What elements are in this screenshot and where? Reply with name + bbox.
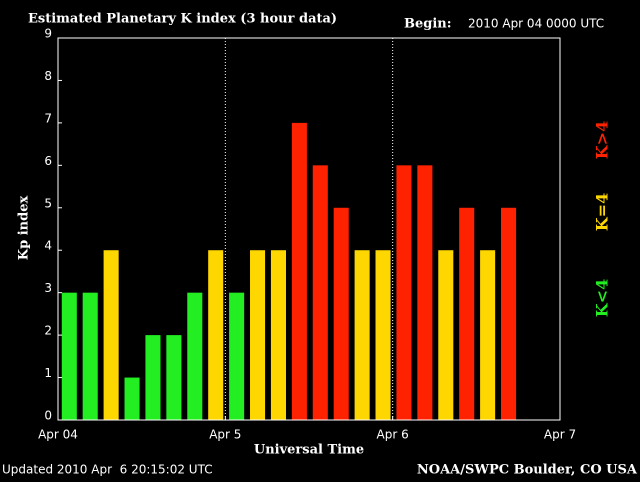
begin-label: Begin:: [404, 17, 452, 32]
y-tick-label: 4: [44, 239, 52, 253]
y-tick-label: 2: [44, 324, 52, 338]
bar: [250, 250, 266, 420]
bar: [354, 250, 370, 420]
x-tick-label: Apr 6: [377, 428, 409, 442]
bar: [459, 207, 475, 420]
bar: [270, 250, 286, 420]
x-tick-label: Apr 5: [209, 428, 241, 442]
bar: [145, 335, 161, 420]
begin-date: 2010 Apr 04 0000 UTC: [468, 17, 604, 31]
legend-entry: K<4: [593, 279, 612, 317]
chart-title: Estimated Planetary K index (3 hour data…: [28, 12, 337, 27]
x-tick-label: Apr 7: [544, 428, 576, 442]
bar: [61, 292, 77, 420]
bar: [103, 250, 119, 420]
x-tick-label: Apr 04: [38, 428, 78, 442]
y-tick-label: 9: [44, 27, 52, 41]
bar: [208, 250, 224, 420]
bar: [417, 165, 433, 420]
bar: [375, 250, 391, 420]
updated: Updated 2010 Apr 6 20:15:02 UTC: [2, 463, 213, 477]
y-tick-label: 1: [44, 366, 52, 380]
y-tick-label: 5: [44, 196, 52, 210]
y-tick-label: 7: [44, 111, 52, 125]
y-tick-label: 8: [44, 69, 52, 83]
bar: [82, 292, 98, 420]
bar: [291, 122, 307, 420]
y-tick-label: 6: [44, 154, 52, 168]
y-tick-label: 3: [44, 281, 52, 295]
bar: [166, 335, 182, 420]
bar: [438, 250, 454, 420]
y-axis-label: Kp index: [17, 196, 32, 261]
bar: [333, 207, 349, 420]
plot: [61, 38, 517, 420]
source: NOAA/SWPC Boulder, CO USA: [417, 463, 638, 478]
bar: [480, 250, 496, 420]
bar: [501, 207, 517, 420]
axis-frame: [57, 37, 561, 421]
legend-entry: K=4: [593, 193, 612, 231]
bar: [396, 165, 412, 420]
bar: [187, 292, 203, 420]
x-axis-label: Universal Time: [254, 443, 364, 458]
bar: [312, 165, 328, 420]
bar: [229, 292, 245, 420]
y-tick-label: 0: [44, 409, 52, 423]
legend-entry: K>4: [593, 121, 612, 159]
bar: [124, 377, 140, 420]
